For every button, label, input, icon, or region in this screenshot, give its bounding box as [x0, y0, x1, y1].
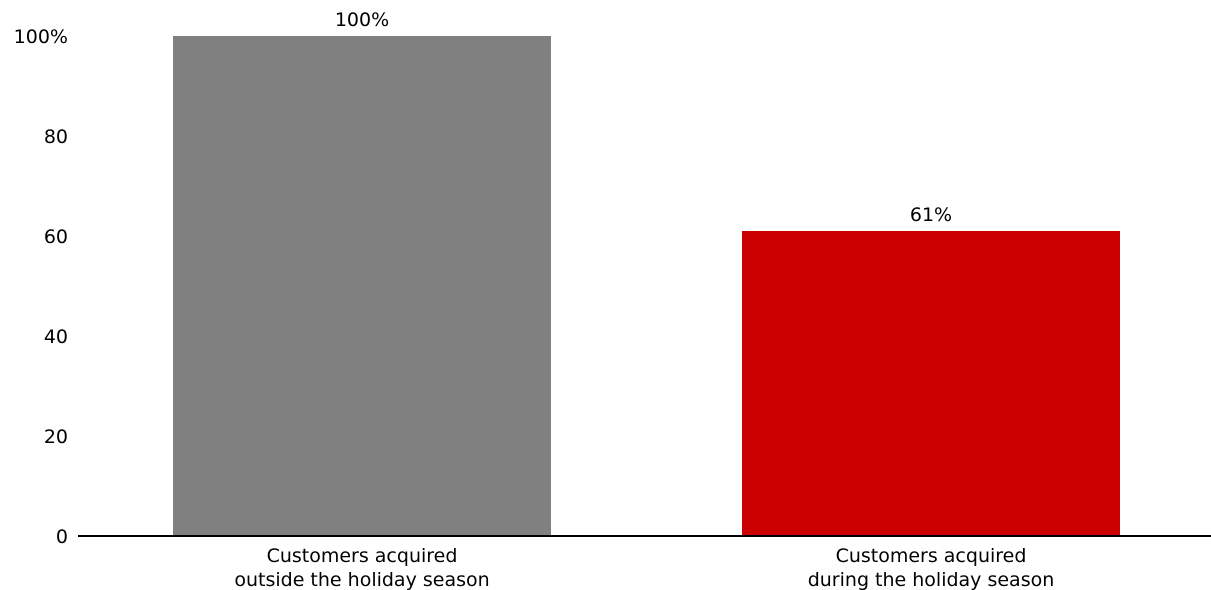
bar — [742, 231, 1120, 536]
bars — [173, 36, 1120, 536]
y-tick-label: 80 — [44, 126, 68, 148]
y-axis: 0 20 40 60 80 100% — [14, 26, 68, 548]
bar — [173, 36, 551, 536]
y-tick-label: 100% — [14, 26, 68, 48]
y-tick-label: 40 — [44, 326, 68, 348]
y-tick-label: 0 — [56, 526, 68, 548]
y-tick-label: 60 — [44, 226, 68, 248]
category-label: Customers acquired — [836, 545, 1027, 567]
category-label: Customers acquired — [267, 545, 458, 567]
data-label: 100% — [335, 9, 389, 31]
data-label: 61% — [910, 204, 952, 226]
y-tick-label: 20 — [44, 426, 68, 448]
category-label: during the holiday season — [808, 569, 1055, 590]
category-label: outside the holiday season — [234, 569, 489, 590]
